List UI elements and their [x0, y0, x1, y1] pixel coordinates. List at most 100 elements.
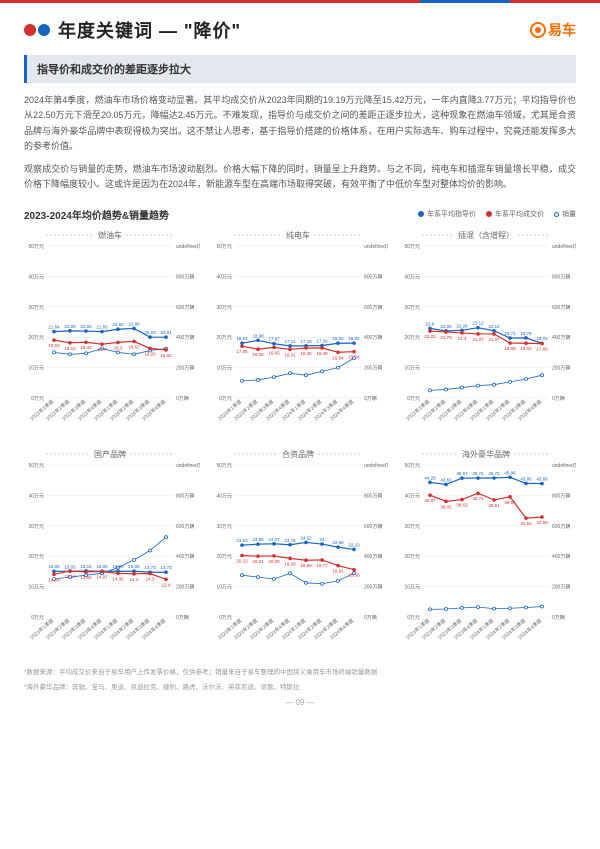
chart-2: 插混（含增程）0万元0万辆10万元200万辆20万元400万辆30万元600万辆… — [396, 228, 576, 438]
svg-text:10万元: 10万元 — [404, 365, 420, 371]
logo-text: 易车 — [548, 20, 576, 40]
svg-text:200万辆: 200万辆 — [552, 364, 570, 371]
svg-text:14.3: 14.3 — [146, 576, 155, 581]
svg-text:合资品牌: 合资品牌 — [282, 449, 314, 459]
svg-text:38.05: 38.05 — [440, 504, 452, 509]
svg-text:30万元: 30万元 — [404, 305, 420, 311]
svg-text:50万元: 50万元 — [28, 244, 44, 250]
svg-text:200万辆: 200万辆 — [364, 583, 382, 590]
svg-text:18.02: 18.02 — [520, 346, 532, 351]
svg-text:600万辆: 600万辆 — [176, 523, 194, 530]
svg-text:22.12: 22.12 — [488, 324, 500, 329]
svg-text:14.2: 14.2 — [130, 577, 139, 582]
svg-text:16.05: 16.05 — [252, 352, 264, 357]
svg-text:15.24: 15.24 — [348, 354, 360, 359]
svg-text:43.61: 43.61 — [440, 477, 452, 482]
svg-text:23.12: 23.12 — [472, 320, 484, 325]
svg-text:18.34: 18.34 — [80, 345, 92, 350]
svg-text:17.11: 17.11 — [285, 339, 296, 344]
svg-text:14.97: 14.97 — [96, 574, 108, 579]
svg-text:50万元: 50万元 — [28, 463, 44, 469]
svg-text:15.15: 15.15 — [80, 564, 92, 569]
legend-deal-dot — [486, 211, 492, 217]
svg-text:0万元: 0万元 — [407, 396, 420, 402]
svg-text:22.26: 22.26 — [456, 323, 468, 328]
svg-text:10万元: 10万元 — [404, 584, 420, 590]
svg-text:14.35: 14.35 — [112, 576, 124, 581]
svg-text:22.23: 22.23 — [348, 542, 360, 547]
svg-text:0万辆: 0万辆 — [364, 395, 377, 402]
svg-text:19.78: 19.78 — [520, 331, 532, 336]
chart-5: 海外豪华品牌0万元0万辆10万元200万辆20万元400万辆30万元600万辆4… — [396, 447, 576, 657]
svg-text:0万元: 0万元 — [407, 615, 420, 621]
svg-text:800万辆: 800万辆 — [552, 492, 570, 499]
svg-text:15.03: 15.03 — [64, 564, 76, 569]
svg-text:10万元: 10万元 — [28, 365, 44, 371]
svg-text:15.06: 15.06 — [96, 564, 108, 569]
svg-text:14.82: 14.82 — [80, 575, 92, 580]
svg-text:45.72: 45.72 — [472, 471, 484, 476]
svg-text:600万辆: 600万辆 — [176, 304, 194, 311]
svg-text:0万辆: 0万辆 — [176, 395, 189, 402]
svg-text:38.63: 38.63 — [456, 502, 468, 507]
svg-text:18.68: 18.68 — [300, 563, 312, 568]
svg-text:30万元: 30万元 — [28, 524, 44, 530]
svg-text:10万元: 10万元 — [28, 584, 44, 590]
svg-text:40万元: 40万元 — [404, 274, 420, 280]
svg-text:16.01: 16.01 — [284, 352, 296, 357]
svg-text:燃油车: 燃油车 — [98, 230, 122, 240]
svg-text:15.82: 15.82 — [160, 353, 172, 358]
svg-text:20.09: 20.09 — [268, 559, 280, 564]
svg-text:0万元: 0万元 — [219, 396, 232, 402]
svg-text:30万元: 30万元 — [404, 524, 420, 530]
svg-text:20.03: 20.03 — [144, 330, 156, 335]
page-number: — 09 — — [0, 698, 600, 707]
svg-text:22.88: 22.88 — [128, 321, 140, 326]
svg-text:undefined万辆: undefined万辆 — [552, 462, 576, 469]
svg-text:18.04: 18.04 — [236, 336, 248, 341]
svg-text:17.7: 17.7 — [98, 347, 107, 352]
svg-text:30万元: 30万元 — [28, 305, 44, 311]
svg-text:0万辆: 0万辆 — [364, 614, 377, 621]
legend-vol-circle — [554, 212, 559, 217]
svg-text:17.18: 17.18 — [300, 339, 312, 344]
svg-text:22.09: 22.09 — [64, 324, 76, 329]
page-title-wrap: 年度关键词 — "降价" — [24, 17, 241, 43]
svg-text:20万元: 20万元 — [28, 554, 44, 560]
svg-text:18.04: 18.04 — [348, 336, 360, 341]
svg-text:24.52: 24.52 — [300, 535, 312, 540]
chart-legend: 车系平均指导价 车系平均成交价 销量 — [418, 209, 576, 219]
svg-text:18.02: 18.02 — [332, 336, 344, 341]
chart-0: 燃油车0万元0万辆10万元200万辆20万元400万辆30万元600万辆40万元… — [20, 228, 200, 438]
svg-text:39.54: 39.54 — [504, 500, 516, 505]
chart-3: 国产品牌0万元0万辆10万元200万辆20万元400万辆30万元600万辆40万… — [20, 447, 200, 657]
svg-text:40万元: 40万元 — [216, 493, 232, 499]
svg-text:50万元: 50万元 — [216, 244, 232, 250]
footnote-2: *海外豪华品牌：奔驰、宝马、奥迪、凯迪拉克、捷豹、路虎、沃尔沃、英菲尼迪、讴歌、… — [24, 683, 576, 692]
svg-text:0万辆: 0万辆 — [552, 395, 565, 402]
svg-text:600万辆: 600万辆 — [364, 523, 382, 530]
svg-text:20.01: 20.01 — [252, 559, 264, 564]
svg-text:21.07: 21.07 — [488, 337, 500, 342]
logo: 易车 — [530, 20, 576, 40]
svg-text:32.89: 32.89 — [536, 520, 548, 525]
legend-msrp-dot — [418, 211, 424, 217]
svg-text:200万辆: 200万辆 — [552, 583, 570, 590]
svg-text:14.04: 14.04 — [48, 577, 60, 582]
svg-text:400万辆: 400万辆 — [364, 334, 382, 341]
chart-title: 2023-2024年均价趋势&销量趋势 — [24, 207, 169, 222]
logo-icon — [530, 22, 546, 38]
svg-text:21.84: 21.84 — [48, 324, 60, 329]
svg-text:22.98: 22.98 — [332, 540, 344, 545]
svg-text:纯电车: 纯电车 — [286, 230, 310, 240]
page-title: 年度关键词 — "降价" — [58, 17, 241, 43]
svg-text:30万元: 30万元 — [216, 524, 232, 530]
svg-text:12.4: 12.4 — [162, 582, 171, 587]
svg-text:20万元: 20万元 — [404, 554, 420, 560]
svg-text:20.23: 20.23 — [236, 558, 248, 563]
svg-text:23.63: 23.63 — [236, 538, 248, 543]
svg-text:undefined万辆: undefined万辆 — [552, 243, 576, 250]
svg-text:400万辆: 400万辆 — [552, 553, 570, 560]
svg-text:22.01: 22.01 — [424, 334, 436, 339]
svg-text:40.07: 40.07 — [424, 498, 436, 503]
